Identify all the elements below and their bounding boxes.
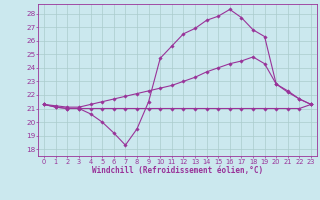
X-axis label: Windchill (Refroidissement éolien,°C): Windchill (Refroidissement éolien,°C) [92, 166, 263, 175]
